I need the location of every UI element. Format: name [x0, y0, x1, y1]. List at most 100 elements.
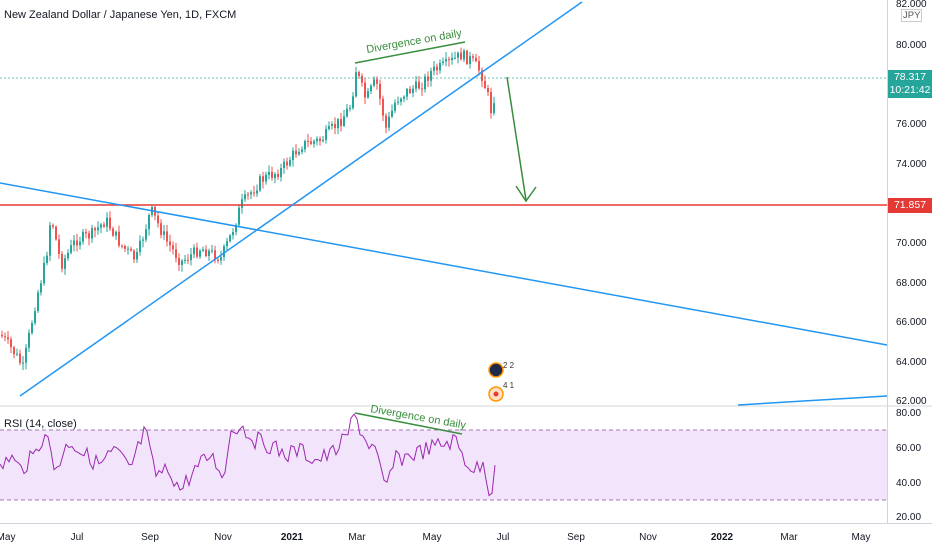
- candle-body: [394, 102, 396, 111]
- candle-body: [70, 245, 72, 253]
- candle-body: [163, 231, 165, 235]
- candle-body: [130, 248, 132, 251]
- candle-body: [211, 250, 213, 252]
- candle-body: [349, 108, 351, 110]
- candle-body: [79, 241, 81, 246]
- candle-body: [484, 80, 486, 88]
- rsi-title[interactable]: RSI (14, close): [4, 418, 77, 430]
- candle-body: [52, 225, 54, 227]
- candle-body: [169, 241, 171, 246]
- lower-trendline[interactable]: [737, 395, 888, 406]
- candle-body: [64, 258, 66, 269]
- candle-body: [415, 81, 417, 89]
- candle-body: [187, 259, 189, 261]
- price-axis[interactable]: 82.000 80.000 76.000 74.000 70.000 68.00…: [896, 0, 927, 407]
- time-label: May: [852, 532, 871, 543]
- divergence-line-rsi[interactable]: [354, 412, 463, 435]
- time-label: Jul: [497, 532, 510, 543]
- candle-body: [202, 249, 204, 251]
- candle-body: [46, 255, 48, 263]
- candle-body: [43, 262, 45, 284]
- candle-body: [382, 98, 384, 116]
- candle-body: [148, 214, 150, 230]
- candle-body: [10, 339, 12, 348]
- candle-body: [103, 224, 105, 227]
- event-marker-top[interactable]: 2 2: [488, 361, 515, 378]
- candle-body: [25, 347, 27, 363]
- price-label: 64.000: [896, 357, 927, 368]
- time-label-year: 2022: [711, 532, 734, 543]
- candle-body: [37, 292, 39, 312]
- candle-body: [49, 225, 51, 256]
- candle-body: [157, 215, 159, 224]
- rsi-axis[interactable]: 80.00 60.00 40.00 20.00: [896, 408, 921, 523]
- event-marker-bottom[interactable]: 4 1: [488, 381, 515, 402]
- time-label: Mar: [780, 532, 798, 543]
- candle-body: [451, 57, 453, 60]
- candle-body: [160, 223, 162, 235]
- candle-body: [418, 81, 420, 89]
- candle-body: [196, 247, 198, 257]
- ascending-trendline[interactable]: [19, 1, 583, 397]
- candle-body: [58, 239, 60, 254]
- candle-body: [220, 257, 222, 261]
- candle-body: [280, 168, 282, 178]
- symbol-title[interactable]: New Zealand Dollar / Japanese Yen, 1D, F…: [4, 9, 237, 21]
- rsi-band: [0, 430, 887, 500]
- candle-body: [145, 229, 147, 240]
- candle-body: [118, 231, 120, 246]
- candle-body: [1, 335, 3, 337]
- candle-body: [469, 56, 471, 64]
- bar-countdown: 10:21:42: [889, 84, 931, 96]
- candle-body: [232, 231, 234, 236]
- candle-body: [256, 190, 258, 194]
- candle-body: [421, 88, 423, 90]
- candle-body: [193, 247, 195, 255]
- main-pane[interactable]: [0, 0, 887, 405]
- candle-body: [241, 199, 243, 208]
- price-label: 80.000: [896, 40, 927, 51]
- candle-body: [7, 337, 9, 340]
- candle-body: [85, 231, 87, 234]
- candle-body: [283, 161, 285, 169]
- descending-trendline[interactable]: [0, 182, 888, 346]
- time-label: Nov: [214, 532, 232, 543]
- candle-body: [205, 249, 207, 257]
- candle-body: [76, 240, 78, 246]
- divergence-line-main[interactable]: [354, 41, 466, 64]
- candle-body: [334, 124, 336, 129]
- candle-body: [298, 151, 300, 155]
- candle-body: [184, 259, 186, 261]
- candle-body: [397, 101, 399, 103]
- candle-body: [109, 217, 111, 229]
- projection-arrow-shaft[interactable]: [506, 76, 527, 201]
- candle-body: [328, 126, 330, 130]
- candle-body: [493, 103, 495, 114]
- candle-body: [121, 245, 123, 247]
- candle-body: [352, 96, 354, 109]
- candle-body: [142, 239, 144, 241]
- candle-body: [472, 56, 474, 58]
- time-axis[interactable]: May Jul Sep Nov 2021 Mar May Jul Sep Nov…: [0, 532, 870, 543]
- candle-body: [310, 141, 312, 144]
- candle-body: [226, 241, 228, 247]
- candle-body: [364, 82, 366, 98]
- candle-body: [91, 228, 93, 239]
- time-label: Mar: [348, 532, 366, 543]
- candle-body: [307, 140, 309, 142]
- candle-body: [19, 353, 21, 364]
- price-label: 68.000: [896, 278, 927, 289]
- candle-body: [481, 70, 483, 81]
- candle-body: [403, 96, 405, 99]
- candle-body: [97, 227, 99, 231]
- candle-body: [127, 248, 129, 250]
- candle-body: [229, 235, 231, 242]
- candle-body: [424, 76, 426, 90]
- candle-body: [490, 92, 492, 114]
- rsi-axis-label: 80.00: [896, 408, 921, 419]
- candle-body: [331, 124, 333, 127]
- time-label: Sep: [567, 532, 585, 543]
- candle-body: [454, 57, 456, 59]
